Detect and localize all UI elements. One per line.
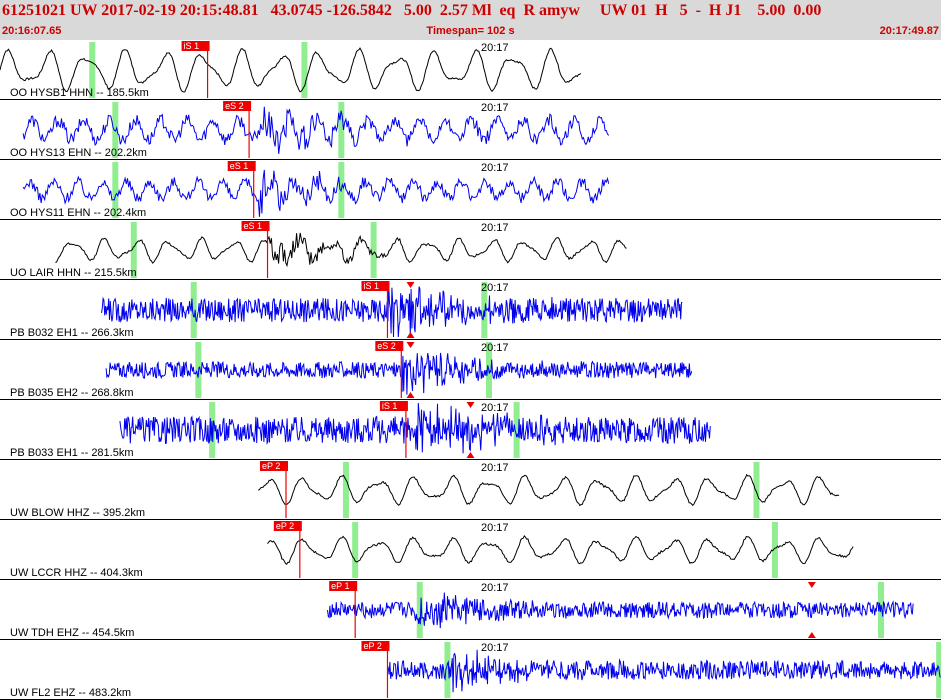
pick-flag bbox=[259, 461, 288, 471]
phase-marker bbox=[338, 102, 345, 158]
minute-tick-label: 20:17 bbox=[481, 42, 509, 54]
trace-label: UO LAIR HHN -- 215.5km bbox=[10, 267, 137, 279]
minute-tick-label: 20:17 bbox=[481, 582, 509, 594]
phase-marker bbox=[342, 462, 349, 518]
pick-label: iS 1 bbox=[363, 281, 379, 291]
waveform-trace bbox=[55, 232, 627, 268]
pick-flag bbox=[223, 101, 252, 111]
pick-label: iS 1 bbox=[184, 41, 200, 51]
waveform-trace bbox=[105, 352, 693, 395]
waveform-trace bbox=[258, 473, 840, 507]
minute-tick-label: 20:17 bbox=[481, 522, 509, 534]
pick-label: eP 2 bbox=[276, 521, 294, 531]
minute-tick-label: 20:17 bbox=[481, 462, 509, 474]
trace-label: OO HYSB1 HHN -- 185.5km bbox=[10, 87, 149, 99]
phase-marker bbox=[444, 642, 451, 698]
pick-flag bbox=[241, 221, 270, 231]
phase-marker bbox=[481, 282, 488, 338]
trace-label: UW LCCR HHZ -- 404.3km bbox=[10, 567, 143, 579]
end-time: 20:17:49.87 bbox=[879, 25, 939, 37]
waveform-trace bbox=[101, 284, 683, 338]
phase-marker bbox=[112, 162, 119, 218]
trace-label: UW FL2 EHZ -- 483.2km bbox=[10, 687, 131, 699]
trace-label: UW TDH EHZ -- 454.5km bbox=[10, 627, 134, 639]
trace-label: UW BLOW HHZ -- 395.2km bbox=[10, 507, 145, 519]
waveform-trace bbox=[267, 535, 854, 566]
waveform-trace bbox=[22, 106, 610, 154]
phase-marker bbox=[112, 102, 119, 158]
pick-flag bbox=[227, 161, 256, 171]
minute-tick-label: 20:17 bbox=[481, 222, 509, 234]
pick-flag bbox=[361, 641, 390, 651]
pick-flag bbox=[379, 401, 408, 411]
phase-marker bbox=[130, 222, 137, 278]
header-bar: 61251021 UW 2017-02-19 20:15:48.81 43.07… bbox=[0, 0, 941, 40]
amp-marker-bottom bbox=[466, 452, 475, 458]
phase-marker bbox=[301, 42, 308, 98]
minute-tick-label: 20:17 bbox=[481, 162, 509, 174]
trace-label: OO HYS13 EHN -- 202.2km bbox=[10, 147, 147, 159]
event-title: 61251021 UW 2017-02-19 20:15:48.81 43.07… bbox=[2, 2, 822, 19]
pick-label: eP 1 bbox=[331, 581, 349, 591]
phase-marker bbox=[352, 522, 359, 578]
trace-label: PB B032 EH1 -- 266.3km bbox=[10, 327, 134, 339]
waveform-trace bbox=[327, 592, 914, 629]
phase-marker bbox=[513, 402, 520, 458]
pick-flag bbox=[273, 521, 302, 531]
start-time: 20:16:07.65 bbox=[2, 25, 62, 37]
pick-label: eS 2 bbox=[377, 341, 396, 351]
seismogram-plot: 20:17 iS 1 OO HYSB1 HHN -- 185.5km 20:17 eS … bbox=[0, 41, 941, 700]
waveform-trace bbox=[387, 649, 941, 693]
pick-label: eS 2 bbox=[225, 101, 244, 111]
amp-marker-top bbox=[807, 582, 816, 588]
amp-marker-bottom bbox=[406, 392, 415, 398]
pick-flag bbox=[181, 41, 210, 51]
minute-tick-label: 20:17 bbox=[481, 402, 509, 414]
pick-flag bbox=[375, 341, 404, 351]
amp-marker-top bbox=[466, 402, 475, 408]
amp-marker-top bbox=[406, 282, 415, 288]
phase-marker bbox=[370, 222, 377, 278]
pick-flag bbox=[361, 281, 390, 291]
pick-label: eP 2 bbox=[363, 641, 381, 651]
pick-label: iS 1 bbox=[382, 401, 398, 411]
phase-marker bbox=[190, 282, 197, 338]
pick-label: eS 1 bbox=[244, 221, 263, 231]
timespan-label: Timespan= 102 s bbox=[426, 25, 515, 37]
pick-label: eS 1 bbox=[230, 161, 249, 171]
pick-flag bbox=[329, 581, 358, 591]
phase-marker bbox=[89, 42, 96, 98]
minute-tick-label: 20:17 bbox=[481, 102, 509, 114]
amp-marker-bottom bbox=[406, 332, 415, 338]
minute-tick-label: 20:17 bbox=[481, 642, 509, 654]
amp-marker-bottom bbox=[807, 632, 816, 638]
amp-marker-top bbox=[406, 342, 415, 348]
trace-label: PB B033 EH1 -- 281.5km bbox=[10, 447, 134, 459]
pick-label: eP 2 bbox=[262, 461, 280, 471]
phase-marker bbox=[416, 582, 423, 638]
minute-tick-label: 20:17 bbox=[481, 342, 509, 354]
waveform-trace bbox=[0, 47, 582, 93]
trace-label: PB B035 EH2 -- 268.8km bbox=[10, 387, 134, 399]
waveform-trace bbox=[22, 169, 610, 217]
phase-marker bbox=[771, 522, 778, 578]
waveform-trace bbox=[119, 402, 711, 454]
minute-tick-label: 20:17 bbox=[481, 282, 509, 294]
trace-label: OO HYS11 EHN -- 202.4km bbox=[10, 207, 146, 219]
phase-marker bbox=[753, 462, 760, 518]
